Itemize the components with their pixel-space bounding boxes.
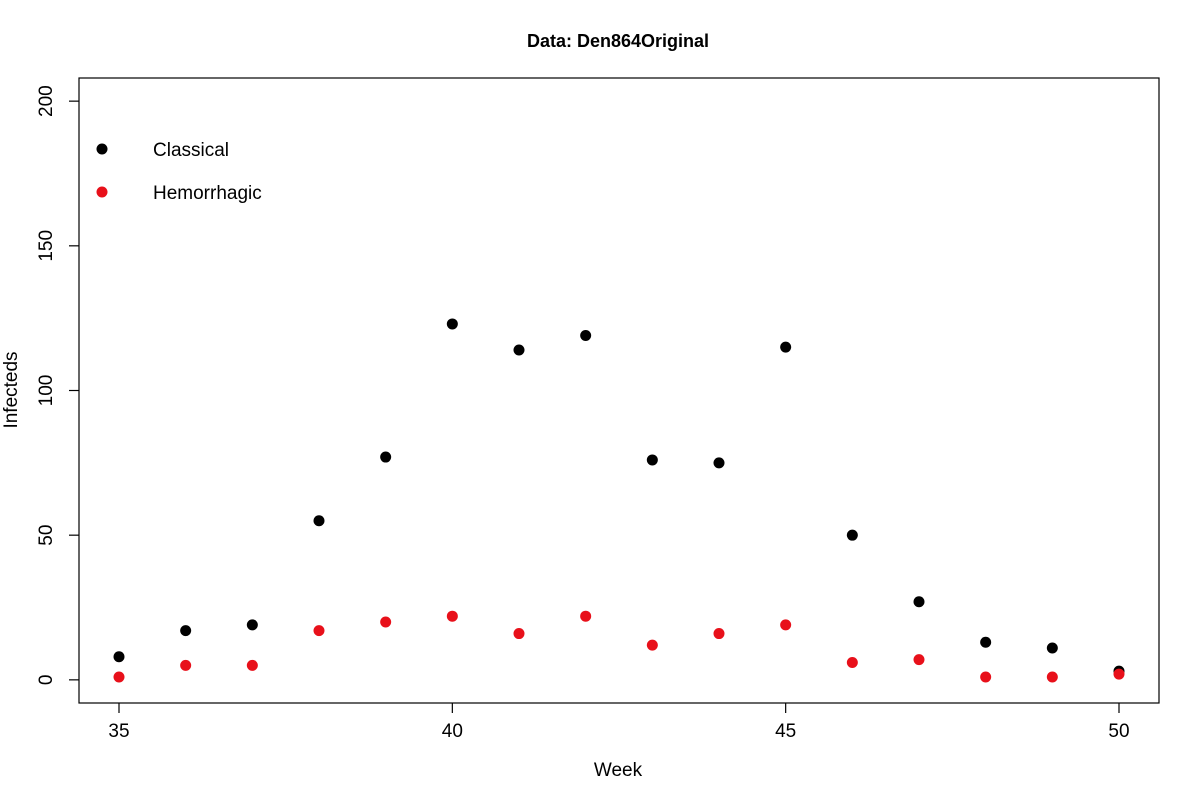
legend-marker-hemorrhagic xyxy=(96,186,108,198)
x-tick-label: 35 xyxy=(108,721,129,742)
x-tick-label: 40 xyxy=(442,721,463,742)
data-point-hemorrhagic xyxy=(380,616,392,628)
y-tick-label: 0 xyxy=(36,675,57,686)
y-tick-label: 200 xyxy=(36,85,57,117)
data-point-hemorrhagic xyxy=(313,625,325,637)
series-classical xyxy=(113,318,1125,677)
chart-title: Data: Den864Original xyxy=(527,31,709,51)
data-point-hemorrhagic xyxy=(713,628,725,640)
series-hemorrhagic xyxy=(113,610,1125,683)
data-point-hemorrhagic xyxy=(913,654,925,666)
data-point-classical xyxy=(580,330,592,342)
data-point-classical xyxy=(913,596,925,608)
data-point-classical xyxy=(780,341,792,353)
y-axis: 0 50 100 150 200 xyxy=(36,85,79,685)
data-point-hemorrhagic xyxy=(780,619,792,631)
data-point-hemorrhagic xyxy=(846,656,858,668)
data-point-classical xyxy=(846,529,858,541)
legend-marker-classical xyxy=(96,143,108,155)
data-point-classical xyxy=(446,318,458,330)
data-point-hemorrhagic xyxy=(113,671,125,683)
data-point-hemorrhagic xyxy=(580,610,592,622)
data-point-classical xyxy=(1046,642,1058,654)
y-tick-label: 100 xyxy=(36,375,57,407)
legend: Classical Hemorrhagic xyxy=(96,140,262,204)
plot-frame xyxy=(78,77,1160,704)
data-point-hemorrhagic xyxy=(980,671,992,683)
data-point-hemorrhagic xyxy=(1046,671,1058,683)
legend-label-hemorrhagic: Hemorrhagic xyxy=(153,183,262,204)
data-point-hemorrhagic xyxy=(513,628,525,640)
data-point-hemorrhagic xyxy=(1113,668,1125,680)
y-tick-label: 150 xyxy=(36,230,57,262)
data-point-classical xyxy=(980,636,992,648)
data-point-classical xyxy=(180,625,192,637)
data-point-hemorrhagic xyxy=(446,610,458,622)
x-axis: 35 40 45 50 xyxy=(108,703,1130,742)
data-point-classical xyxy=(113,651,125,663)
data-point-hemorrhagic xyxy=(246,659,258,671)
data-point-classical xyxy=(313,515,325,527)
y-tick-label: 50 xyxy=(36,525,57,546)
data-point-classical xyxy=(713,457,725,469)
data-point-classical xyxy=(246,619,258,631)
data-points xyxy=(113,318,1125,683)
x-axis-label: Week xyxy=(594,760,643,781)
data-point-classical xyxy=(646,454,658,466)
x-tick-label: 45 xyxy=(775,721,796,742)
y-axis-label: Infecteds xyxy=(1,351,22,428)
x-tick-label: 50 xyxy=(1108,721,1129,742)
data-point-hemorrhagic xyxy=(180,659,192,671)
data-point-hemorrhagic xyxy=(646,639,658,651)
data-point-classical xyxy=(513,344,525,356)
data-point-classical xyxy=(380,451,392,463)
legend-label-classical: Classical xyxy=(153,140,229,161)
